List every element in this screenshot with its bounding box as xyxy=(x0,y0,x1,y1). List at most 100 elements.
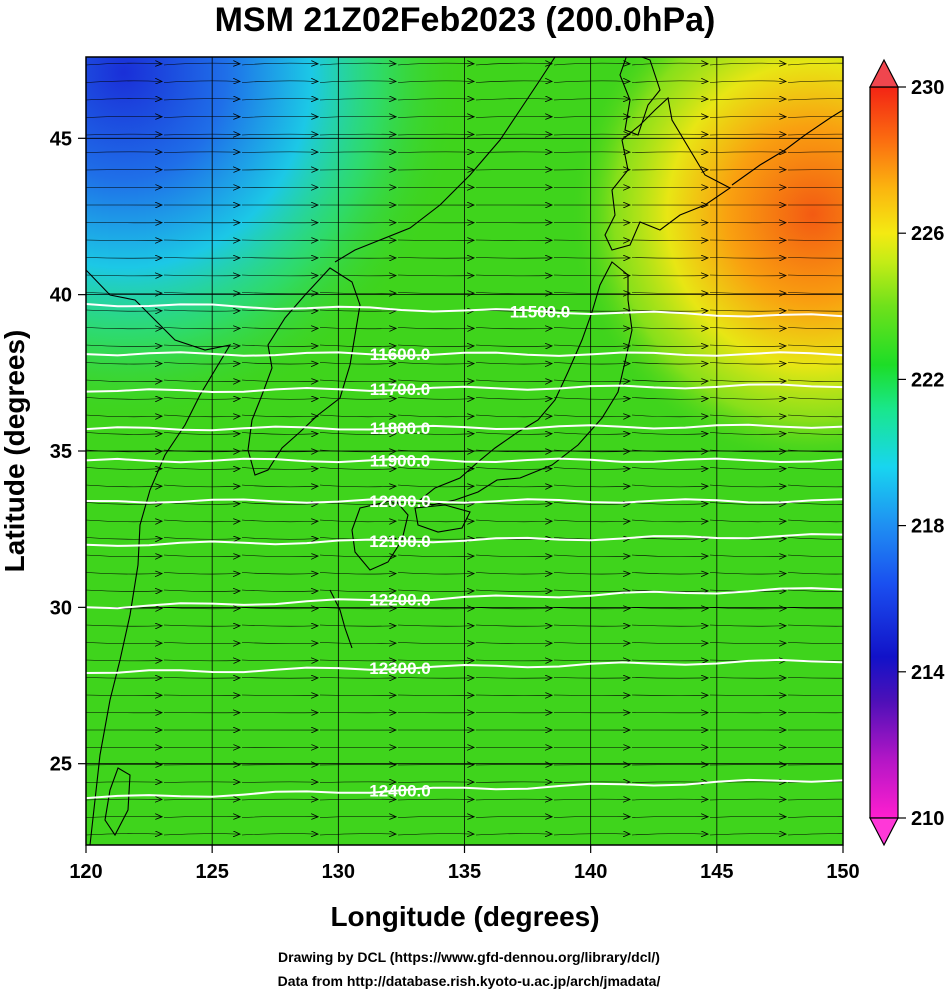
wind-vector xyxy=(397,573,474,575)
wind-vector xyxy=(163,660,240,661)
wind-vector xyxy=(631,503,708,505)
height-contours: 11500.0 11600.0 11700.0 11800.0 11900.0 12000… xyxy=(86,303,843,800)
wind-vector xyxy=(397,816,474,817)
wind-vector xyxy=(241,625,318,626)
colorbar-ticks: 210 214 218 222 226 230 xyxy=(898,77,945,830)
wind-vector xyxy=(475,380,552,382)
wind-vector xyxy=(163,816,240,817)
wind-vector xyxy=(397,380,474,382)
wind-vector xyxy=(241,345,318,346)
wind-vector xyxy=(319,468,396,470)
wind-vector xyxy=(397,363,474,365)
wind-vector xyxy=(787,80,843,83)
wind-vector xyxy=(319,99,396,100)
wind-vector xyxy=(241,799,318,800)
wind-vector xyxy=(631,433,708,435)
contour-label: 11700.0 xyxy=(370,380,431,399)
wind-vector xyxy=(86,81,162,83)
wind-vector xyxy=(475,520,552,522)
credit-drawing: Drawing by DCL (https://www.gfd-dennou.o… xyxy=(278,949,660,965)
wind-vector xyxy=(631,63,708,65)
wind-vector xyxy=(86,625,162,626)
wind-vector xyxy=(86,782,162,783)
contour-label: 11800.0 xyxy=(370,419,431,438)
wind-vector xyxy=(631,608,708,609)
wind-vector xyxy=(787,467,843,470)
wind-vector xyxy=(397,538,474,540)
wind-vector xyxy=(163,573,240,575)
wind-vector xyxy=(631,485,708,487)
wind-vector xyxy=(163,450,240,452)
wind-vector xyxy=(398,851,474,853)
wind-vector xyxy=(631,116,708,117)
wind-vector xyxy=(241,310,318,311)
y-axis-label: Latitude (degrees) xyxy=(0,330,30,573)
wind-vector xyxy=(163,398,240,400)
wind-vector xyxy=(553,799,630,800)
colorbar: 210 214 218 222 226 230 xyxy=(869,58,945,847)
wind-vector xyxy=(476,851,552,853)
plot-area: 11500.0 11600.0 11700.0 11800.0 11900.0 12000… xyxy=(86,57,843,853)
wind-vector xyxy=(475,590,552,591)
contour-label: 11900.0 xyxy=(370,451,431,470)
y-tick-label: 40 xyxy=(50,285,72,307)
wind-vector xyxy=(475,660,552,661)
wind-vector xyxy=(241,660,318,661)
wind-vector xyxy=(163,81,240,83)
wind-vector xyxy=(397,799,474,800)
y-axis-ticks: 25 30 35 40 45 xyxy=(50,128,86,776)
wind-vector xyxy=(787,274,843,277)
wind-vector xyxy=(163,328,240,329)
wind-vector xyxy=(163,310,240,311)
wind-vector xyxy=(475,63,552,65)
wind-vector xyxy=(397,433,474,435)
wind-vector xyxy=(163,258,240,259)
wind-vector xyxy=(709,363,786,365)
wind-vector xyxy=(241,485,318,487)
contour-label: 12100.0 xyxy=(369,532,430,551)
wind-vector xyxy=(553,258,630,259)
wind-vectors xyxy=(86,63,843,853)
wind-vector xyxy=(787,519,843,523)
wind-vector xyxy=(397,63,474,65)
wind-vector xyxy=(475,468,552,470)
wind-vector xyxy=(164,851,240,853)
wind-vector xyxy=(709,573,786,575)
wind-vector xyxy=(787,98,843,101)
wind-vector xyxy=(241,573,318,575)
colorbar-max-triangle xyxy=(869,58,899,88)
wind-vector xyxy=(319,816,396,817)
wind-vector xyxy=(709,608,786,609)
wind-vector xyxy=(86,275,162,276)
wind-vector xyxy=(553,433,630,435)
wind-vector xyxy=(163,520,240,522)
wind-vector xyxy=(553,678,630,679)
wind-vector xyxy=(163,116,240,117)
wind-vector xyxy=(787,798,843,801)
wind-vector xyxy=(553,590,630,591)
wind-vector xyxy=(709,99,786,100)
wind-vector xyxy=(553,555,630,557)
wind-vector xyxy=(553,660,630,661)
contour-line xyxy=(86,778,843,800)
wind-vector xyxy=(397,398,474,400)
wind-vector xyxy=(632,851,708,853)
wind-vector xyxy=(241,81,318,83)
wind-vector xyxy=(86,152,162,153)
wind-vector xyxy=(397,415,474,417)
wind-vector xyxy=(86,134,162,135)
wind-vector xyxy=(787,432,843,435)
wind-vector xyxy=(319,63,396,65)
wind-vector xyxy=(241,398,318,400)
wind-vector xyxy=(709,799,786,800)
contour-line xyxy=(86,498,843,504)
wind-vector xyxy=(163,590,240,591)
wind-vector xyxy=(787,449,843,453)
wind-vector xyxy=(631,258,708,259)
wind-vector xyxy=(709,643,786,644)
wind-vector xyxy=(631,660,708,661)
wind-vector xyxy=(787,484,843,488)
wind-vector xyxy=(319,678,396,679)
wind-vector xyxy=(475,152,552,153)
wind-vector xyxy=(709,116,786,117)
